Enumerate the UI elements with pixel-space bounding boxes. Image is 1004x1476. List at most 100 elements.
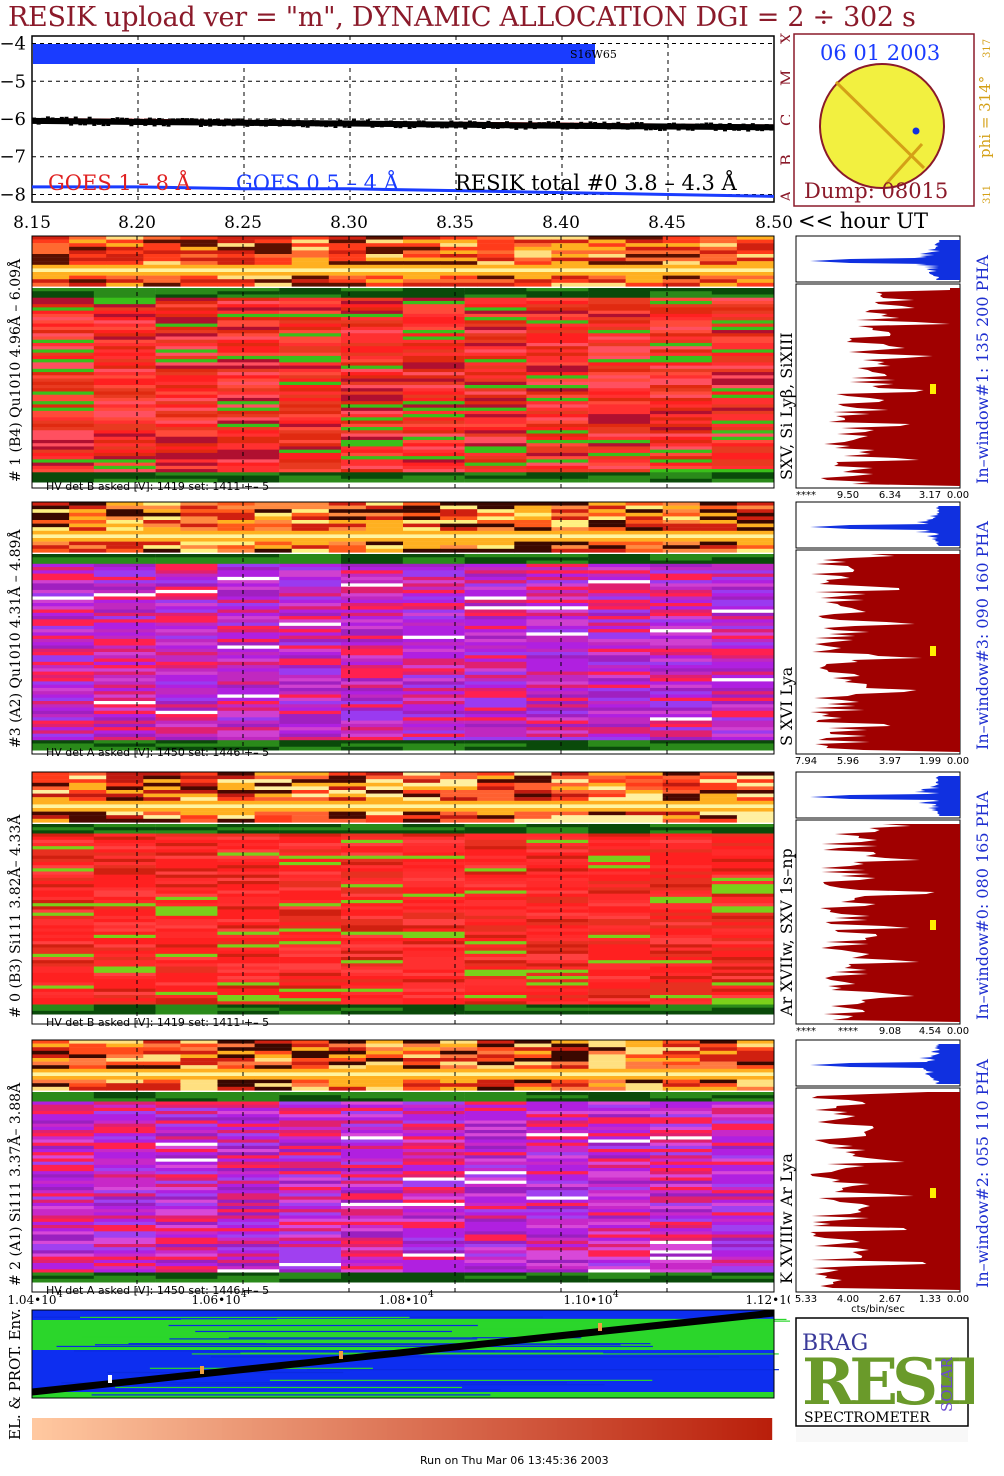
spectrogram-cell	[526, 645, 589, 650]
spectrogram-cell	[217, 736, 280, 741]
spectrogram-cell	[155, 839, 218, 844]
spectrogram-cell	[365, 250, 404, 255]
spectrogram-cell	[402, 1136, 465, 1140]
spectrogram-cell	[526, 1168, 589, 1172]
spectrogram-cell	[32, 629, 94, 633]
spectrogram-cell	[514, 272, 552, 276]
spectrogram-cell	[588, 1001, 651, 1005]
spectrogram-cell	[180, 548, 218, 553]
spectrogram-cell	[32, 459, 94, 464]
spectrogram-cell	[69, 246, 107, 251]
spectrogram-cell	[464, 625, 527, 630]
spectrogram-cell	[662, 790, 701, 794]
spectrogram-cell	[402, 323, 465, 328]
spectrogram-cell	[662, 1058, 701, 1062]
spectrogram-cell	[625, 246, 664, 251]
spectrogram-cell	[588, 563, 651, 568]
spectrogram-cell	[588, 884, 651, 888]
spectrogram-cell	[402, 300, 465, 305]
env-strip-cell	[72, 1418, 78, 1440]
spectrogram-cell	[32, 815, 70, 819]
logo-caption: SPECTROMETER	[804, 1410, 930, 1426]
spectrogram-cell	[155, 410, 218, 415]
spectrogram-cell	[711, 884, 774, 888]
spectrogram-cell	[365, 1076, 404, 1080]
resik-total-sample	[407, 122, 412, 129]
spectrogram-cell	[93, 330, 156, 334]
spectrogram-cell	[625, 808, 664, 812]
spectrogram-cell	[143, 1079, 181, 1084]
spectrogram-cell	[402, 375, 465, 380]
spectrogram-cell	[279, 407, 342, 412]
env-strip-cell	[647, 1418, 653, 1440]
spectrogram-cell	[180, 254, 218, 258]
spectrogram-cell	[588, 1228, 651, 1232]
spectrogram-cell	[217, 619, 280, 624]
spectrogram-cell	[32, 707, 94, 712]
spectrogram-cell	[711, 294, 774, 299]
spectrogram-cell	[526, 881, 589, 885]
spectrogram-cell	[254, 272, 293, 276]
spectrogram-cell	[526, 1263, 589, 1267]
spectrogram-cell	[711, 843, 774, 847]
spectrogram-cell	[711, 730, 774, 735]
spectrogram-cell	[403, 548, 441, 553]
spectrogram-cell	[711, 684, 774, 689]
env-strip-cell	[377, 1418, 383, 1440]
spectrogram-cell	[526, 385, 589, 389]
spectrogram-cell	[403, 793, 441, 798]
spectrogram-cell	[32, 349, 94, 354]
logo-fineprint	[796, 1428, 968, 1442]
spectrogram-cell	[588, 655, 651, 660]
spectrogram-cell	[279, 567, 342, 571]
env-strip-cell	[547, 1418, 553, 1440]
spectrogram-cell	[254, 261, 293, 265]
spectrogram-cell	[736, 527, 775, 531]
spectrogram-cell	[402, 830, 465, 834]
spectrogram-cell	[32, 417, 94, 422]
spectrogram-cell	[93, 304, 156, 308]
spectrogram-cell	[93, 472, 156, 477]
spectrogram-cell	[69, 1079, 107, 1084]
spectrogram-cell	[650, 906, 712, 910]
spectrogram-cell	[711, 671, 774, 676]
spectrogram-cell	[155, 1001, 218, 1005]
spectrogram-cell	[650, 1180, 712, 1185]
spectrogram-cell	[217, 1240, 280, 1245]
spectrogram-cell	[588, 1092, 651, 1096]
spectrogram-cell	[526, 982, 589, 986]
spectrogram-cell	[588, 877, 651, 882]
spectrogram-cell	[217, 957, 280, 961]
spectrogram-cell	[588, 391, 651, 396]
spectrogram-cell	[32, 944, 94, 948]
class-x-label: X	[777, 32, 790, 44]
spectrogram-cell	[32, 877, 94, 882]
spectrogram-cell	[464, 1206, 527, 1210]
spectrogram-cell	[403, 257, 441, 262]
spectrogram-cell	[526, 1209, 589, 1213]
hist-tick: 4.54	[919, 1026, 941, 1036]
env-strip-cell	[332, 1418, 338, 1440]
spectrogram-cell	[217, 912, 280, 917]
spectrogram-cell	[464, 622, 527, 627]
spectrogram-cell	[279, 982, 342, 986]
spectrogram-cell	[93, 972, 156, 977]
spectrogram-cell	[440, 261, 478, 265]
spectrogram-cell	[711, 681, 774, 686]
spectrogram-cell	[650, 710, 712, 715]
spectrogram-cell	[711, 330, 774, 334]
spectrogram-cell	[217, 478, 280, 483]
spectrogram-cell	[279, 336, 342, 341]
spectrogram-cell	[551, 772, 589, 776]
spectrogram-cell	[341, 1145, 403, 1150]
spectrogram-cell	[588, 1174, 651, 1178]
spectrogram-cell	[711, 1098, 774, 1102]
spectrogram-cell	[551, 282, 589, 287]
spectrogram-cell	[588, 953, 651, 958]
spectrogram-cell	[32, 804, 70, 809]
spectrogram-cell	[279, 995, 342, 999]
spectrogram-cell	[711, 849, 774, 853]
spectrogram-cell	[180, 1061, 218, 1066]
spectrogram-cell	[341, 606, 403, 611]
spectrogram-cell	[291, 779, 330, 783]
